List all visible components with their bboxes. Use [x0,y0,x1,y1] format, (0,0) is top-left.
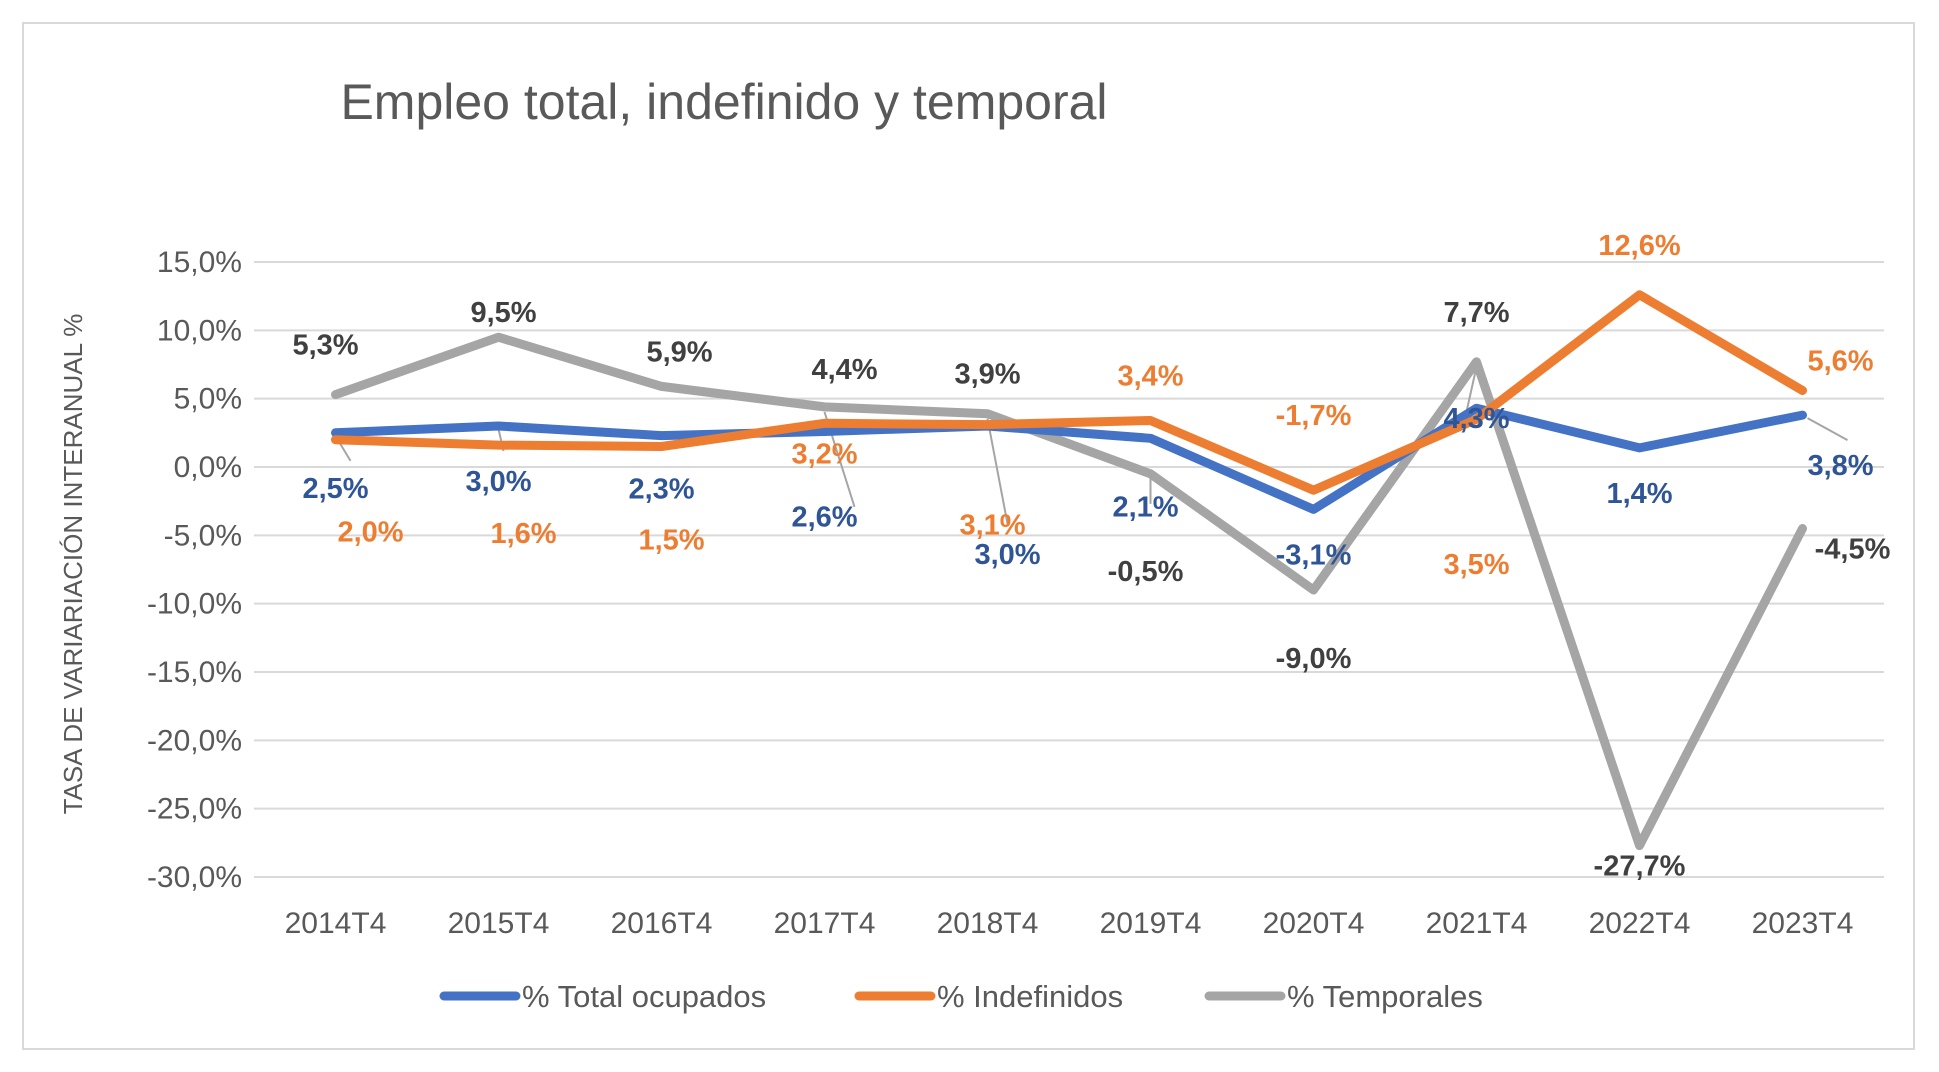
data-label: 3,1% [959,510,1025,542]
data-label: 3,8% [1807,450,1873,482]
data-label: -9,0% [1276,643,1352,675]
gridlines [254,261,1884,878]
data-label: 3,0% [974,539,1040,571]
data-label: 4,3% [1443,403,1509,435]
data-label: 1,4% [1606,478,1672,510]
legend-label: % Indefinidos [937,979,1123,1014]
data-label: 3,0% [465,466,531,498]
y-axis-label: TASA DE VARIARIACIÓN INTERANUAL % [58,314,88,815]
data-label: 5,6% [1807,345,1873,377]
x-tick-label: 2017T4 [774,907,876,940]
data-label: -0,5% [1108,556,1184,588]
chart-frame: Empleo total, indefinido y temporal TASA… [22,22,1915,1050]
x-tick-label: 2018T4 [937,907,1039,940]
y-tick-label: -15,0% [147,656,242,689]
data-label: 1,5% [638,525,704,557]
data-label: 5,9% [646,336,712,368]
data-label: -27,7% [1594,851,1686,883]
y-axis-ticks: 15,0% 10,0% 5,0% 0,0% -5,0% -10,0% -15,0% -20,0… [147,246,242,894]
y-tick-label: -30,0% [147,861,242,894]
x-tick-label: 2019T4 [1100,907,1202,940]
data-label: 9,5% [470,297,536,329]
y-tick-label: 5,0% [174,383,242,416]
x-tick-label: 2022T4 [1589,907,1691,940]
series-line-3 [331,332,1807,851]
data-label: 3,5% [1443,549,1509,581]
data-label: 3,4% [1117,361,1183,393]
data-label: 2,1% [1112,491,1178,523]
series-lines [331,290,1807,851]
leader-line [1807,417,1848,441]
y-tick-label: 15,0% [157,246,242,279]
y-tick-label: -5,0% [164,519,242,552]
y-tick-label: -25,0% [147,793,242,826]
data-labels: 2,5% 3,0% 2,3% 2,6% 3,0% 2,1% -3,1% 4,3% 1,4% 3,8… [292,230,1890,883]
y-tick-label: 0,0% [174,451,242,484]
data-label: -3,1% [1276,539,1352,571]
legend-label: % Temporales [1287,979,1483,1014]
data-label: 3,9% [954,359,1020,391]
data-label: 3,2% [791,438,857,470]
y-tick-label: 10,0% [157,314,242,347]
x-tick-label: 2021T4 [1426,907,1528,940]
series-line-1 [331,403,1807,514]
chart-title: Empleo total, indefinido y temporal [340,74,1107,130]
data-label: 4,4% [811,354,877,386]
x-axis-ticks: 2014T4 2015T4 2016T4 2017T4 2018T4 2019T4 2020… [285,907,1854,940]
leader-line [1465,366,1478,412]
x-tick-label: 2014T4 [285,907,387,940]
line-chart: Empleo total, indefinido y temporal TASA… [58,74,1891,1014]
x-tick-label: 2023T4 [1752,907,1854,940]
series-line-2 [331,290,1807,495]
data-label: 1,6% [490,518,556,550]
x-tick-label: 2016T4 [611,907,713,940]
leader-line [986,418,1009,524]
legend: % Total ocupados % Indefinidos % Temporale… [439,979,1483,1014]
x-tick-label: 2015T4 [448,907,550,940]
x-tick-label: 2020T4 [1263,907,1365,940]
data-label: 2,5% [302,473,368,505]
data-label: 2,3% [628,474,694,506]
data-label: 2,0% [337,517,403,549]
legend-label: % Total ocupados [522,979,766,1014]
data-label: 2,6% [791,501,857,533]
data-label: 7,7% [1443,297,1509,329]
y-tick-label: -20,0% [147,724,242,757]
y-tick-label: -10,0% [147,588,242,621]
data-label: 5,3% [292,330,358,362]
data-label: -4,5% [1815,534,1891,566]
data-label: 12,6% [1598,230,1680,262]
data-label: -1,7% [1276,400,1352,432]
